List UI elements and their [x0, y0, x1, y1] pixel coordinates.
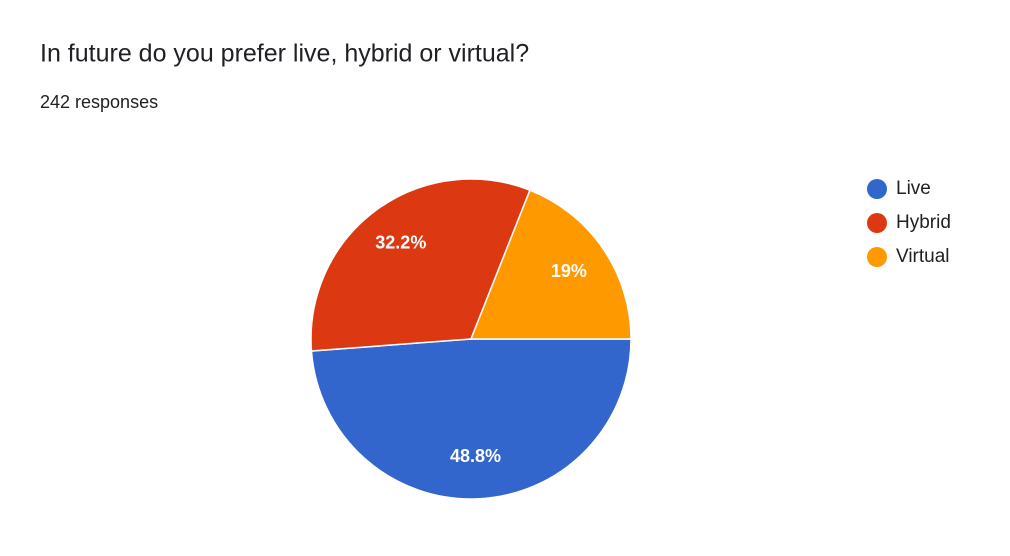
pie-slice	[310, 338, 632, 500]
legend-label: Hybrid	[896, 212, 951, 233]
legend-swatch	[867, 179, 887, 199]
chart-subtitle: 242 responses	[40, 92, 158, 112]
slice-label: 48.8%	[450, 446, 501, 466]
legend-label: Virtual	[896, 246, 950, 267]
slice-label: 32.2%	[375, 232, 426, 252]
legend-label: Live	[896, 178, 931, 199]
chart-title: In future do you prefer live, hybrid or …	[40, 40, 529, 68]
pie-slice	[469, 189, 632, 340]
legend-swatch	[867, 213, 887, 233]
legend-swatch	[867, 247, 887, 267]
slice-label: 19%	[551, 261, 587, 281]
pie-slice	[310, 178, 531, 352]
